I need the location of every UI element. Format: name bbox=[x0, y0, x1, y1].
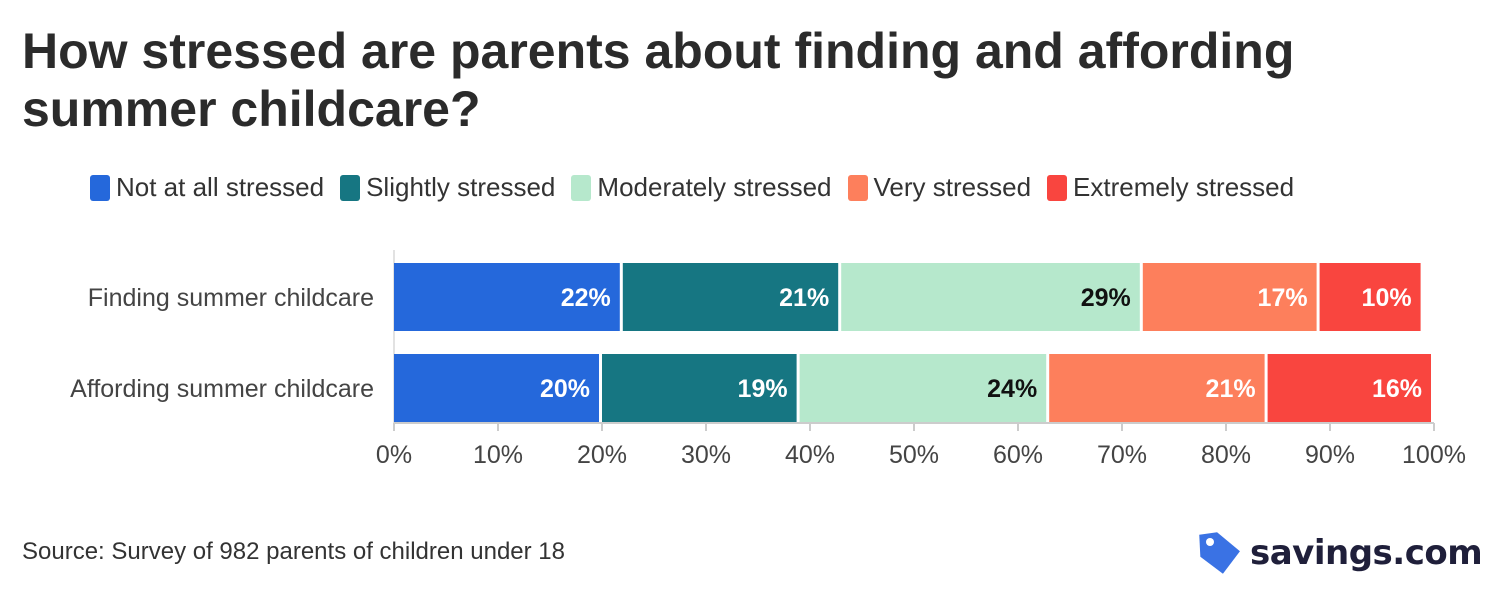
bar-segment bbox=[1319, 263, 1421, 331]
chart-title: How stressed are parents about finding a… bbox=[22, 23, 1295, 137]
bar-segment bbox=[841, 263, 1140, 331]
bar-segment bbox=[1267, 354, 1431, 422]
bar-segment bbox=[394, 354, 599, 422]
data-label: 19% bbox=[738, 375, 788, 403]
x-tick-label: 10% bbox=[473, 441, 523, 469]
x-tick-label: 20% bbox=[577, 441, 627, 469]
legend-item: Not at all stressed bbox=[90, 172, 324, 203]
x-tick-label: 80% bbox=[1201, 441, 1251, 469]
legend-label: Not at all stressed bbox=[116, 172, 325, 202]
legend-item: Extremely stressed bbox=[1047, 172, 1294, 203]
savings-logo: savings.com bbox=[1196, 528, 1483, 578]
category-label: Affording summer childcare bbox=[70, 375, 374, 403]
x-tick-label: 100% bbox=[1402, 441, 1466, 469]
legend-swatch bbox=[847, 174, 868, 201]
bar-segment bbox=[799, 354, 1047, 422]
x-tick-label: 40% bbox=[785, 441, 835, 469]
logo-text: savings.com bbox=[1250, 533, 1483, 573]
x-tick-label: 50% bbox=[889, 441, 939, 469]
legend-item: Slightly stressed bbox=[340, 172, 555, 203]
x-tick-label: 70% bbox=[1097, 441, 1147, 469]
data-label: 16% bbox=[1372, 375, 1422, 403]
data-label: 24% bbox=[987, 375, 1037, 403]
legend-swatch bbox=[90, 174, 110, 201]
legend-swatch bbox=[1047, 174, 1068, 201]
data-label: 20% bbox=[540, 375, 590, 403]
bar-segment bbox=[622, 263, 839, 331]
legend-swatch bbox=[571, 174, 592, 201]
data-label: 21% bbox=[1206, 375, 1256, 403]
legend-label: Very stressed bbox=[873, 172, 1032, 202]
x-tick-label: 90% bbox=[1305, 441, 1355, 469]
bar-segment bbox=[602, 354, 797, 422]
data-label: 22% bbox=[561, 284, 611, 312]
legend-label: Moderately stressed bbox=[597, 172, 832, 202]
legend-item: Moderately stressed bbox=[571, 172, 832, 203]
category-label: Finding summer childcare bbox=[88, 284, 374, 312]
chart-legend: Not at all stressed Slightly stressed Mode… bbox=[90, 172, 1294, 203]
data-label: 10% bbox=[1362, 284, 1412, 312]
stacked-bar-chart: Finding summer childcare 22% 21% 29% 17% 10% A… bbox=[70, 250, 1466, 469]
legend-swatch bbox=[340, 174, 361, 201]
bar-segment bbox=[394, 263, 620, 331]
x-tick-label: 30% bbox=[681, 441, 731, 469]
legend-label: Extremely stressed bbox=[1073, 172, 1295, 202]
data-label: 29% bbox=[1081, 284, 1131, 312]
x-tick-label: 60% bbox=[993, 441, 1043, 469]
x-tick-label: 0% bbox=[376, 441, 412, 469]
data-label: 17% bbox=[1258, 284, 1308, 312]
legend-label: Slightly stressed bbox=[366, 172, 556, 202]
data-label: 21% bbox=[779, 284, 829, 312]
price-tag-icon bbox=[1199, 532, 1240, 574]
bar-segment bbox=[1049, 354, 1265, 422]
legend-item: Very stressed bbox=[847, 172, 1032, 203]
source-note: Source: Survey of 982 parents of childre… bbox=[22, 538, 565, 565]
bar-segment bbox=[1142, 263, 1317, 331]
